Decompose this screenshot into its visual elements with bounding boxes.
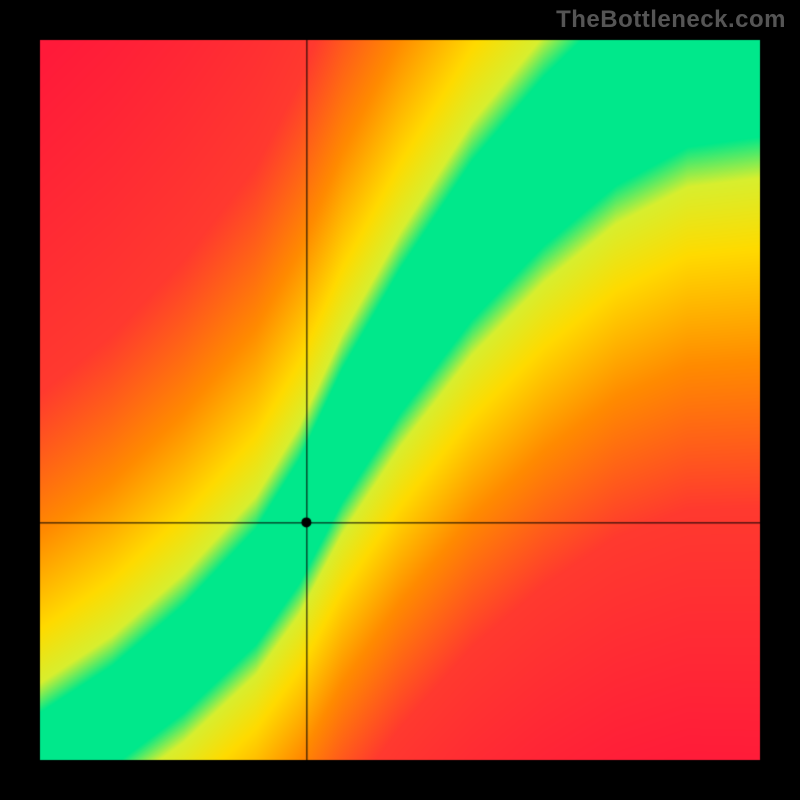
watermark-text: TheBottleneck.com	[556, 6, 786, 34]
heatmap-canvas	[0, 0, 800, 800]
chart-container: TheBottleneck.com	[0, 0, 800, 800]
